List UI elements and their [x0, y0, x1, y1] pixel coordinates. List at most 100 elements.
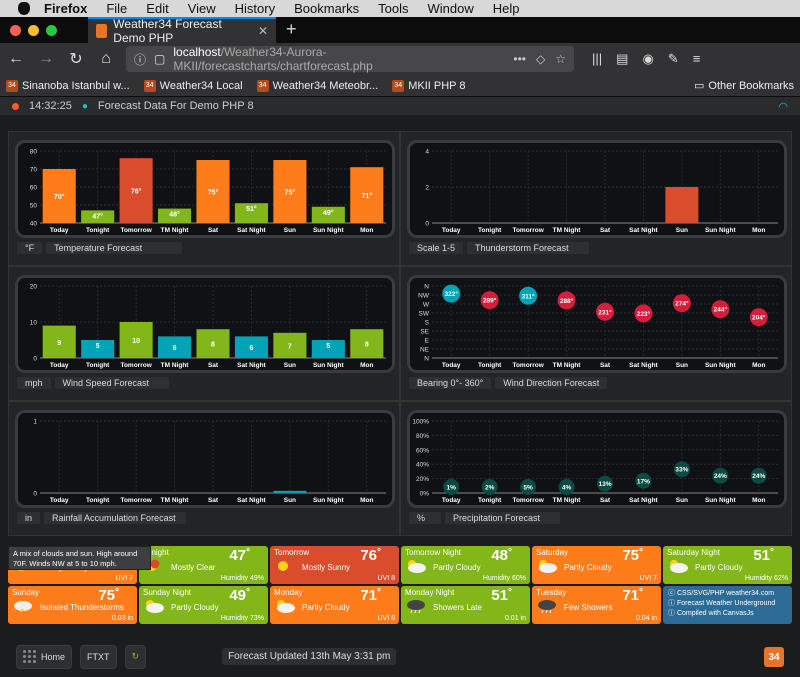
data-point: [558, 479, 575, 495]
chart-title: Wind Direction Forecast: [495, 377, 608, 389]
chart-title: Precipitation Forecast: [445, 512, 561, 524]
x-tick-label: Sat: [208, 497, 219, 504]
bookmark-label: Weather34 Meteobr...: [272, 79, 379, 92]
x-tick-label: Tomorrow: [120, 497, 152, 504]
chart-title: Thunderstorm Forecast: [467, 242, 589, 254]
status-label: Forecast Data For Demo PHP 8: [97, 100, 254, 112]
bookmark-favicon-icon: 34: [143, 79, 156, 92]
data-label: 70°: [54, 193, 65, 201]
weather34-logo-icon[interactable]: 34: [764, 646, 784, 667]
data-label: 6: [173, 345, 177, 352]
sun-icon: [274, 559, 296, 573]
y-tick-label: 0: [425, 221, 429, 228]
x-tick-label: Tonight: [86, 497, 110, 504]
y-tick-label: 60%: [416, 447, 429, 454]
account-icon[interactable]: ◉: [642, 51, 654, 66]
close-tab-icon[interactable]: ✕: [257, 24, 268, 38]
minimize-window-button[interactable]: [28, 25, 39, 36]
x-tick-label: Mon: [360, 227, 373, 234]
other-bookmarks[interactable]: ▭ Other Bookmarks: [694, 79, 794, 93]
forecast-tile[interactable]: Saturday 75° Partly Cloudy UVI 7: [532, 546, 661, 584]
menu-tools[interactable]: Tools: [378, 1, 409, 16]
chart-panel: 100% 80% 60% 40% 20% 0% Today Tonight Tomorrow TM…: [400, 401, 792, 536]
apple-icon[interactable]: [18, 2, 30, 15]
url-path: /Weather34-Aurora-MKII/forecastcharts/ch…: [173, 45, 373, 73]
forecast-description: Partly Cloudy: [695, 563, 743, 572]
page-info-icon[interactable]: ⓘ: [134, 52, 147, 67]
menu-icon[interactable]: ≡: [692, 51, 701, 66]
data-label: 8: [365, 342, 369, 349]
forecast-temp: 76°: [360, 547, 381, 564]
x-tick-label: Mon: [752, 227, 765, 234]
bar: [273, 160, 307, 223]
forecast-description: Partly Cloudy: [433, 563, 481, 572]
menu-window[interactable]: Window: [427, 1, 474, 16]
bookmark-item[interactable]: 34 Sinanoba Istanbul w...: [6, 79, 130, 92]
x-tick-label: Sun: [676, 227, 688, 234]
sidebar-icon[interactable]: ▤: [616, 51, 629, 66]
bookmark-favicon-icon: 34: [256, 79, 269, 92]
forecast-period: Monday Night: [405, 588, 455, 597]
data-label: 71°: [361, 192, 372, 200]
forecast-tile[interactable]: Sunday Night 49° Partly Cloudy Humidity 73%: [139, 586, 268, 624]
x-tick-label: Tonight: [478, 362, 502, 369]
library-icon[interactable]: |||: [592, 51, 603, 66]
x-tick-label: Sun: [284, 227, 296, 234]
data-point: [480, 291, 499, 310]
pen-icon[interactable]: ✎: [667, 51, 679, 66]
bookmark-item[interactable]: 34 Weather34 Local: [143, 79, 243, 92]
url-bar[interactable]: ⓘ ▢ localhost/Weather34-Aurora-MKII/fore…: [126, 45, 574, 73]
data-point: [481, 479, 498, 495]
forecast-tile[interactable]: Tomorrow 76° Mostly Sunny UVI 8: [270, 546, 399, 584]
x-tick-label: Today: [50, 362, 69, 369]
new-tab-icon[interactable]: +: [286, 19, 297, 39]
home-button[interactable]: Home: [16, 644, 73, 669]
data-label: 48°: [169, 211, 180, 219]
ftxt-button[interactable]: FTXT: [80, 644, 117, 669]
nav-bar: ← → ↻ ⌂ ⓘ ▢ localhost/Weather34-Aurora-M…: [0, 43, 800, 75]
bar: [350, 329, 384, 358]
forecast-description: Isolated Thunderstorms: [40, 603, 124, 612]
forward-icon[interactable]: →: [38, 50, 54, 67]
y-tick-label: 0: [33, 491, 37, 498]
tab-active[interactable]: Weather34 Forecast Demo PHP ✕: [88, 17, 276, 45]
menu-app-name[interactable]: Firefox: [44, 1, 88, 16]
bookmark-star-icon[interactable]: ☆: [555, 52, 566, 66]
cloud-icon: [274, 599, 296, 613]
refresh-button[interactable]: ↻: [124, 644, 147, 669]
data-label: 51°: [246, 205, 257, 213]
bookmark-item[interactable]: 34 MKII PHP 8: [392, 79, 465, 92]
x-tick-label: Tonight: [478, 497, 502, 504]
storm-icon: [12, 599, 34, 613]
credit-line: ⓘ Forecast Weather Underground: [668, 600, 776, 607]
y-tick-label: 80: [30, 149, 38, 156]
forecast-tile[interactable]: Tuesday 71° Few Showers 0.04 in: [532, 586, 661, 624]
forecast-tile[interactable]: Monday Night 51° Showers Late 0.01 in: [401, 586, 530, 624]
y-tick-label: S: [425, 320, 430, 327]
menu-view[interactable]: View: [187, 1, 216, 16]
status-bar: 14:32:25 ● Forecast Data For Demo PHP 8 …: [0, 97, 800, 115]
forecast-tile[interactable]: Tomorrow Night 48° Partly Cloudy Humidity 6…: [401, 546, 530, 584]
forecast-tile[interactable]: Tonight 47° Mostly Clear Humidity 49%: [139, 546, 268, 584]
forecast-tile[interactable]: Sunday 75° Isolated Thunderstorms 0.03 in: [8, 586, 137, 624]
menu-file[interactable]: File: [106, 1, 128, 16]
y-tick-label: 0%: [420, 491, 430, 498]
home-icon[interactable]: ⌂: [101, 50, 111, 67]
reload-icon[interactable]: ↻: [69, 51, 83, 68]
menu-help[interactable]: Help: [492, 1, 520, 16]
forecast-tile[interactable]: Saturday Night 51° Partly Cloudy Humidity 6…: [663, 546, 792, 584]
menu-bookmarks[interactable]: Bookmarks: [294, 1, 360, 16]
y-tick-label: 70: [30, 167, 38, 174]
data-point: [442, 284, 461, 303]
close-window-button[interactable]: [10, 25, 21, 36]
back-icon[interactable]: ←: [8, 50, 24, 67]
bar: [158, 208, 192, 223]
bookmark-item[interactable]: 34 Weather34 Meteobr...: [256, 79, 379, 92]
zoom-window-button[interactable]: [46, 25, 57, 36]
data-label: 244°: [714, 306, 728, 314]
menu-edit[interactable]: Edit: [146, 1, 169, 16]
pocket-icon[interactable]: ◇: [536, 52, 546, 66]
more-icon[interactable]: •••: [513, 52, 526, 66]
menu-history[interactable]: History: [234, 1, 276, 16]
forecast-tile[interactable]: Monday 71° Partly Cloudy UVI 8: [270, 586, 399, 624]
